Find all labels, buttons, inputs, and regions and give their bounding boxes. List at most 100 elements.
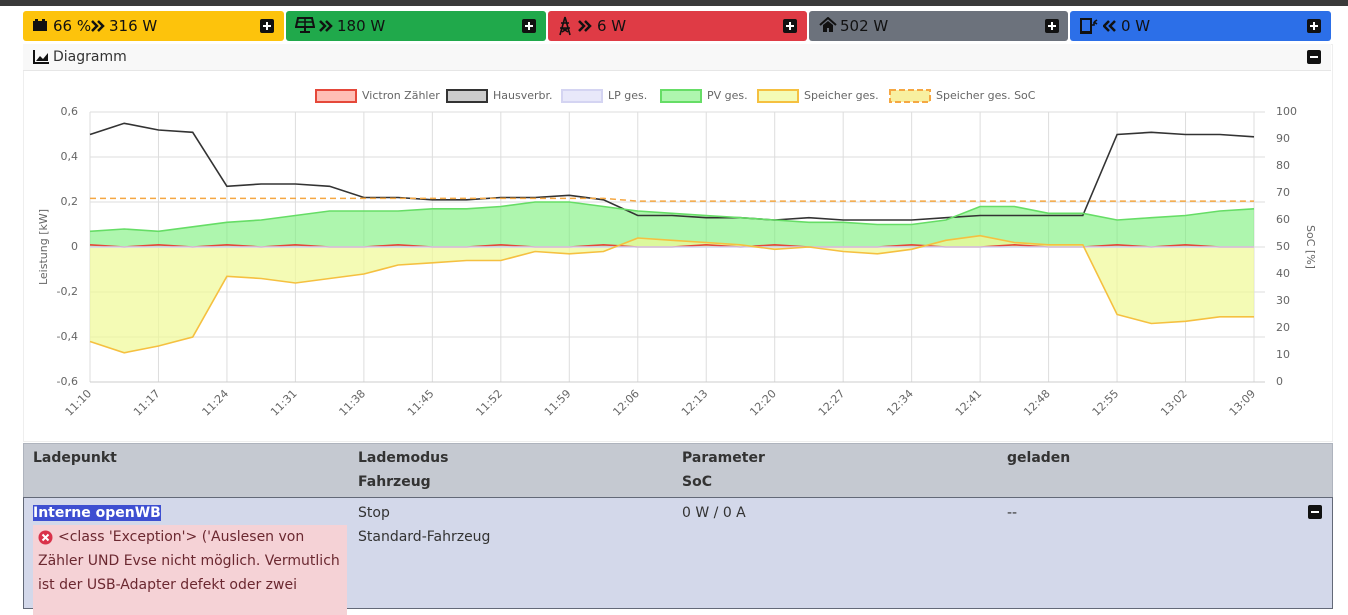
x-tick-label: 12:41 <box>953 387 985 419</box>
x-tick-label: 12:27 <box>816 387 848 419</box>
y-tick-label: 0,6 <box>61 105 79 118</box>
x-tick-label: 12:55 <box>1090 387 1122 419</box>
chevrons <box>91 20 105 32</box>
x-tick-label: 11:45 <box>405 387 437 419</box>
battery-icon <box>33 19 47 31</box>
x-tick-label: 11:24 <box>200 387 232 419</box>
chart: 0,6 0,4 0,2 0 -0,2 -0,4 -0,6 0 10 20 30 40 50 60 70 80 9… <box>37 89 1317 419</box>
legend-swatch <box>315 89 357 103</box>
x-tick-label: 11:59 <box>542 387 574 419</box>
x-tick-label: 12:06 <box>610 387 642 419</box>
x-tick-label: 12:20 <box>747 387 779 419</box>
y2-tick-label: 70 <box>1276 186 1290 199</box>
expand[interactable] <box>260 19 274 33</box>
legend-label: PV ges. <box>707 89 748 102</box>
x-tick-label: 11:52 <box>473 387 505 419</box>
legend-swatch <box>757 89 799 103</box>
expand[interactable] <box>522 19 536 33</box>
legend-swatch <box>889 89 931 103</box>
header: SoC <box>682 474 712 490</box>
grid-icon <box>559 16 571 36</box>
y-tick-label: 0,2 <box>61 195 79 208</box>
series-line <box>89 234 1254 354</box>
expand[interactable] <box>1045 19 1059 33</box>
y-axis-label: Leistung [kW] <box>37 209 50 285</box>
charge-power: 0 W <box>1121 17 1151 35</box>
top-bar <box>0 0 1348 6</box>
charge-status[interactable]: 0 W <box>1070 11 1331 41</box>
legend-label: Hausverbr. <box>493 89 553 102</box>
table-header: Ladepunkt Lademodus Fahrzeug Parameter S… <box>23 443 1333 499</box>
header: Parameter <box>682 450 765 466</box>
legend-label: Speicher ges. <box>804 89 879 102</box>
y2-tick-label: 10 <box>1276 348 1290 361</box>
grid-status[interactable]: 6 W <box>548 11 807 41</box>
x-tick-label: 13:09 <box>1227 387 1259 419</box>
grid-power: 6 W <box>597 17 627 35</box>
chevrons-left <box>1103 20 1116 32</box>
battery-status[interactable]: 66 % 316 W <box>23 11 284 41</box>
x-tick-label: 11:17 <box>131 387 163 419</box>
solar-icon <box>295 17 315 33</box>
battery-soc: 66 % <box>53 17 92 35</box>
y-tick-label: -0,4 <box>57 330 78 343</box>
collapse[interactable] <box>1307 50 1321 64</box>
legend-label: Speicher ges. SoC <box>936 89 1036 102</box>
legend-swatch <box>660 89 702 103</box>
chevrons <box>578 20 592 32</box>
series-line <box>89 122 1255 221</box>
y2-tick-label: 80 <box>1276 159 1290 172</box>
pv-power: 180 W <box>337 17 386 35</box>
chart-icon <box>33 50 49 64</box>
legend-swatch <box>561 89 603 103</box>
chevrons <box>319 20 333 32</box>
y2-axis-label: SoC [%] <box>1304 225 1317 269</box>
x-tick-label: 12:48 <box>1021 387 1053 419</box>
chargepoint-name[interactable]: Interne openWB <box>33 505 161 521</box>
x-tick-label: 12:34 <box>884 387 916 419</box>
expand[interactable] <box>1307 19 1321 33</box>
error-icon <box>38 530 53 545</box>
y2-tick-label: 20 <box>1276 321 1290 334</box>
house-status[interactable]: 502 W <box>809 11 1068 41</box>
series-area <box>90 235 1254 353</box>
legend-label: LP ges. <box>608 89 647 102</box>
vehicle: Standard-Fahrzeug <box>358 529 491 545</box>
charged: -- <box>1007 505 1018 521</box>
y2-tick-label: 0 <box>1276 375 1283 388</box>
diagram-title: Diagramm <box>53 49 127 65</box>
error-box: <class 'Exception'> ('Auslesen von Zähle… <box>33 525 347 615</box>
x-tick-label: 13:02 <box>1158 387 1190 419</box>
header: Lademodus <box>358 450 449 466</box>
parameter: 0 W / 0 A <box>682 505 746 521</box>
x-tick-label: 11:38 <box>337 387 369 419</box>
pv-status[interactable]: 180 W <box>286 11 546 41</box>
y2-tick-label: 90 <box>1276 132 1290 145</box>
y2-tick-label: 60 <box>1276 213 1290 226</box>
collapse[interactable] <box>1308 505 1322 519</box>
y2-tick-label: 50 <box>1276 240 1290 253</box>
header: Ladepunkt <box>33 450 117 466</box>
expand[interactable] <box>783 19 797 33</box>
error-text: <class 'Exception'> ('Auslesen von Zähle… <box>38 529 340 593</box>
y2-tick-label: 100 <box>1276 105 1297 118</box>
table-row: Interne openWB <class 'Exception'> ('Aus… <box>23 497 1333 615</box>
house-icon <box>819 17 837 32</box>
legend-swatch <box>446 89 488 103</box>
header: Fahrzeug <box>358 474 431 490</box>
x-tick-label: 12:13 <box>679 387 711 419</box>
mode: Stop <box>358 505 390 521</box>
diagram-header[interactable]: Diagramm <box>23 44 1331 71</box>
y-tick-label: 0 <box>71 240 78 253</box>
battery-power: 316 W <box>109 17 158 35</box>
y-tick-label: -0,2 <box>57 285 78 298</box>
x-tick-label: 11:31 <box>268 387 300 419</box>
legend-label: Victron Zähler <box>362 89 440 102</box>
house-power: 502 W <box>840 17 889 35</box>
y2-tick-label: 40 <box>1276 267 1290 280</box>
header: geladen <box>1007 450 1071 466</box>
series-line <box>89 201 1255 233</box>
y-tick-label: -0,6 <box>57 375 78 388</box>
y-tick-label: 0,4 <box>61 150 79 163</box>
y2-tick-label: 30 <box>1276 294 1290 307</box>
